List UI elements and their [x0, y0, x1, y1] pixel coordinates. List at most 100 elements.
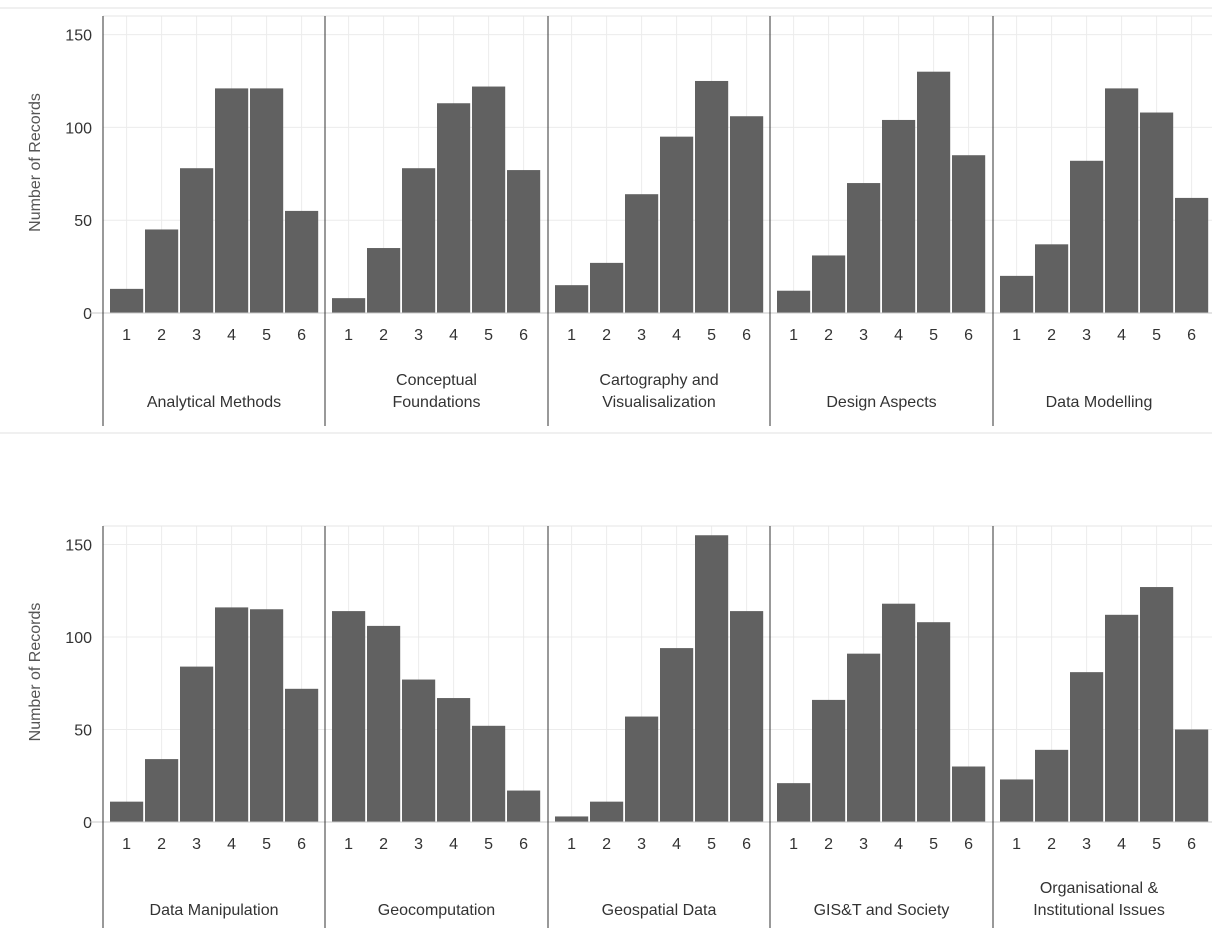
y-tick-label: 150 — [65, 538, 92, 555]
bar — [1000, 779, 1034, 822]
x-tick-label: 6 — [297, 836, 306, 853]
x-tick-label: 5 — [1152, 327, 1161, 344]
chart-row-1: 0 50 100 150 Number of Records 1 2 3 4 5 6 Analytic… — [0, 7, 1212, 426]
bar — [812, 255, 846, 313]
bar — [507, 790, 541, 822]
category-label: Foundations — [392, 394, 480, 411]
panel-1-2: 1 2 3 4 5 6 Conceptual Foundations — [332, 16, 541, 411]
x-tick-label: 4 — [894, 327, 903, 344]
bar — [882, 603, 916, 822]
bar — [1070, 160, 1104, 313]
bar — [555, 285, 589, 313]
x-tick-label: 6 — [964, 327, 973, 344]
x-tick-label: 1 — [1012, 836, 1021, 853]
bar — [402, 679, 436, 822]
panel-2-2: 1 2 3 4 5 6 Geocomputation — [332, 526, 541, 919]
x-tick-label: 3 — [192, 836, 201, 853]
bar — [847, 183, 881, 313]
bar — [590, 262, 624, 313]
y-tick-label: 100 — [65, 120, 92, 137]
x-tick-label: 2 — [379, 327, 388, 344]
bar — [402, 168, 436, 313]
bar — [917, 622, 951, 822]
x-tick-label: 5 — [929, 836, 938, 853]
x-tick-label: 2 — [1047, 836, 1056, 853]
x-tick-label: 3 — [414, 836, 423, 853]
x-tick-label: 6 — [964, 836, 973, 853]
x-tick-label: 2 — [824, 327, 833, 344]
x-tick-label: 6 — [519, 327, 528, 344]
x-tick-label: 5 — [484, 327, 493, 344]
chart-row-2: 0 50 100 150 Number of Records 1 2 3 4 5 6 Data Man… — [0, 432, 1212, 928]
bar — [625, 194, 659, 313]
x-tick-label: 3 — [859, 836, 868, 853]
category-label: Organisational & — [1040, 880, 1159, 897]
bar — [625, 716, 659, 822]
y-axis-title: Number of Records — [27, 93, 44, 232]
y-tick-label: 50 — [74, 213, 92, 230]
bar — [1140, 587, 1174, 822]
bar — [437, 698, 471, 822]
x-tick-label: 1 — [344, 327, 353, 344]
category-label: Analytical Methods — [147, 394, 281, 411]
x-tick-label: 6 — [1187, 836, 1196, 853]
bar — [777, 783, 811, 822]
y-tick-label: 0 — [83, 306, 92, 323]
x-tick-label: 3 — [1082, 836, 1091, 853]
x-tick-label: 3 — [414, 327, 423, 344]
panel-2-4: 1 2 3 4 5 6 GIS&T and Society — [777, 526, 986, 919]
x-tick-label: 6 — [742, 327, 751, 344]
x-tick-label: 5 — [262, 836, 271, 853]
x-tick-label: 2 — [157, 327, 166, 344]
y-tick-label: 100 — [65, 630, 92, 647]
category-label: Conceptual — [396, 372, 477, 389]
x-tick-label: 4 — [227, 327, 236, 344]
bar — [180, 666, 214, 822]
panel-1-3: 1 2 3 4 5 6 Cartography and Visualisalization — [555, 16, 764, 411]
bar — [1035, 749, 1069, 822]
x-tick-label: 3 — [192, 327, 201, 344]
x-tick-label: 5 — [707, 327, 716, 344]
bar — [472, 86, 506, 313]
x-tick-label: 5 — [707, 836, 716, 853]
bar — [472, 725, 506, 822]
bar — [952, 766, 986, 822]
bar — [590, 801, 624, 822]
y-tick-label: 50 — [74, 723, 92, 740]
x-tick-label: 3 — [859, 327, 868, 344]
y-axis-title: Number of Records — [27, 603, 44, 742]
bar — [1105, 614, 1139, 822]
x-tick-label: 1 — [122, 836, 131, 853]
bar — [215, 88, 249, 313]
x-tick-label: 2 — [824, 836, 833, 853]
x-tick-label: 3 — [637, 836, 646, 853]
bar — [145, 759, 179, 822]
x-tick-label: 5 — [262, 327, 271, 344]
bar — [437, 103, 471, 314]
x-tick-label: 4 — [449, 836, 458, 853]
x-tick-label: 4 — [1117, 836, 1126, 853]
bar — [332, 298, 366, 313]
bar — [1175, 729, 1209, 822]
bar — [1105, 88, 1139, 313]
x-tick-label: 1 — [344, 836, 353, 853]
bar — [367, 248, 401, 313]
y-tick-label: 150 — [65, 28, 92, 45]
panel-2-1: 1 2 3 4 5 6 Data Manipulation — [110, 526, 319, 919]
bar — [285, 210, 319, 313]
bar — [952, 155, 986, 313]
category-label: Cartography and — [599, 372, 718, 389]
bar — [367, 625, 401, 822]
x-tick-label: 4 — [672, 836, 681, 853]
category-label: GIS&T and Society — [814, 902, 950, 919]
bar — [660, 136, 694, 313]
bar — [1035, 244, 1069, 313]
x-tick-label: 5 — [1152, 836, 1161, 853]
x-tick-label: 2 — [379, 836, 388, 853]
bar — [695, 80, 729, 313]
bar — [250, 609, 284, 822]
bar — [110, 288, 144, 313]
x-tick-label: 2 — [1047, 327, 1056, 344]
x-tick-label: 2 — [602, 327, 611, 344]
x-tick-label: 2 — [157, 836, 166, 853]
